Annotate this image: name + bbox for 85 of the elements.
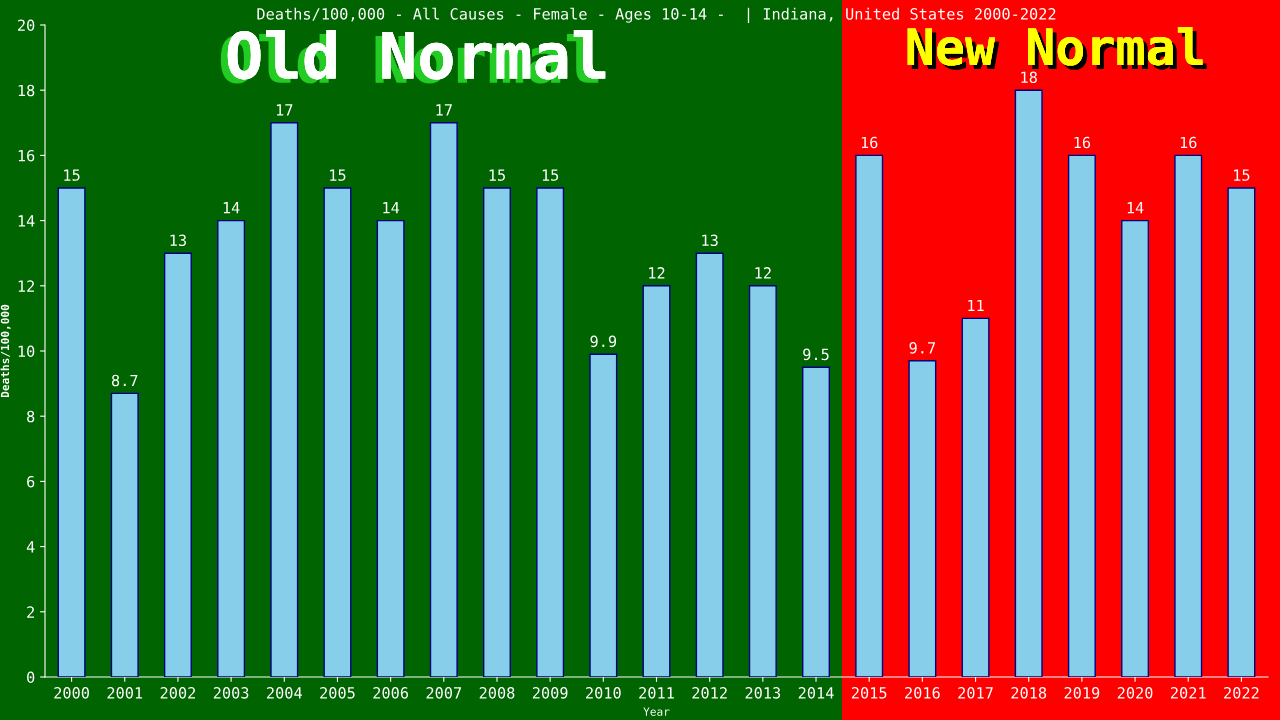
bar — [270, 122, 299, 677]
x-tick-label: 2013 — [745, 687, 781, 699]
y-tick-label: 12 — [18, 280, 34, 292]
data-label: 15 — [64, 169, 80, 181]
data-label: 9.7 — [909, 342, 936, 354]
bar — [323, 187, 352, 677]
x-tick-label: 2003 — [213, 687, 249, 699]
y-tick-label: 4 — [26, 541, 35, 553]
x-tick-label: 2020 — [1117, 687, 1153, 699]
data-label: 18 — [1021, 71, 1037, 84]
x-tick-label: 2017 — [958, 687, 993, 699]
x-tick-label: 2016 — [905, 687, 940, 699]
bar — [1174, 154, 1203, 677]
y-tick-label: 10 — [18, 345, 35, 358]
x-tick-label: 2008 — [479, 687, 515, 699]
bar — [855, 154, 884, 677]
y-tick-label: 18 — [18, 84, 35, 97]
x-tick-label: 2005 — [320, 687, 355, 699]
x-tick-label: 2006 — [373, 687, 409, 699]
x-tick-label: 2021 — [1170, 687, 1206, 699]
data-label: 8.7 — [111, 374, 138, 387]
data-label: 17 — [436, 104, 452, 116]
bar — [695, 252, 724, 677]
data-label: 15 — [1234, 169, 1250, 181]
data-label: 12 — [755, 267, 771, 279]
bar — [908, 360, 937, 677]
data-label: 15 — [330, 169, 346, 181]
bar — [1121, 219, 1150, 677]
data-label: 12 — [649, 267, 665, 279]
data-label: 13 — [170, 234, 186, 247]
bar — [1067, 154, 1096, 677]
bar — [482, 187, 511, 677]
bar — [1014, 89, 1043, 677]
y-tick-label: 14 — [18, 215, 35, 227]
x-tick-label: 2001 — [107, 687, 143, 699]
data-label: 16 — [1180, 136, 1197, 149]
chart-title: Deaths/100,000 - All Causes - Female - Ages 10-14 - | Indiana, United States 2000-2022 — [257, 7, 1056, 24]
x-tick-label: 2012 — [692, 687, 727, 699]
band-label: New Normal — [907, 26, 1207, 70]
x-tick-label: 2022 — [1224, 687, 1259, 699]
x-tick-label: 2000 — [54, 687, 89, 699]
bar — [589, 353, 618, 677]
bar — [961, 317, 990, 677]
x-tick-label: 2007 — [426, 687, 462, 699]
bar — [748, 285, 777, 677]
x-tick-label: 2014 — [798, 687, 834, 699]
x-tick-label: 2019 — [1064, 687, 1100, 699]
data-label: 17 — [276, 104, 293, 116]
x-tick-label: 2018 — [1011, 687, 1047, 699]
bar — [429, 122, 458, 677]
bar — [57, 187, 86, 677]
y-axis-title: Deaths/100,000 — [0, 304, 11, 398]
bar — [802, 366, 831, 677]
y-tick-label: 6 — [27, 475, 35, 488]
bar — [536, 187, 565, 677]
x-tick-label: 2015 — [851, 687, 887, 699]
data-label: 9.5 — [803, 348, 829, 361]
bar — [1227, 187, 1256, 677]
x-axis-title: Year — [643, 707, 670, 716]
data-label: 15 — [489, 169, 505, 181]
data-label: 14 — [223, 202, 240, 214]
y-tick-label: 20 — [18, 19, 35, 32]
data-label: 9.9 — [590, 335, 617, 348]
x-tick-label: 2010 — [586, 687, 621, 699]
y-tick-label: 0 — [27, 671, 35, 684]
x-tick-label: 2009 — [532, 687, 568, 699]
data-label: 16 — [1074, 136, 1091, 149]
bar — [110, 392, 139, 677]
bar — [642, 285, 671, 677]
y-tick-label: 2 — [27, 606, 34, 618]
data-label: 13 — [702, 234, 718, 247]
bar — [376, 219, 405, 677]
bar — [217, 219, 246, 677]
y-tick-label: 16 — [18, 149, 35, 162]
data-label: 16 — [861, 136, 878, 149]
data-label: 11 — [968, 299, 984, 312]
data-label: 14 — [383, 202, 400, 214]
x-tick-label: 2004 — [267, 687, 302, 699]
x-tick-label: 2002 — [160, 687, 196, 699]
bar — [163, 252, 192, 677]
data-label: 15 — [542, 169, 559, 181]
x-tick-label: 2011 — [639, 687, 674, 699]
data-label: 14 — [1127, 202, 1144, 214]
y-tick-label: 8 — [27, 410, 35, 423]
band-label: Old Normal — [220, 29, 606, 84]
